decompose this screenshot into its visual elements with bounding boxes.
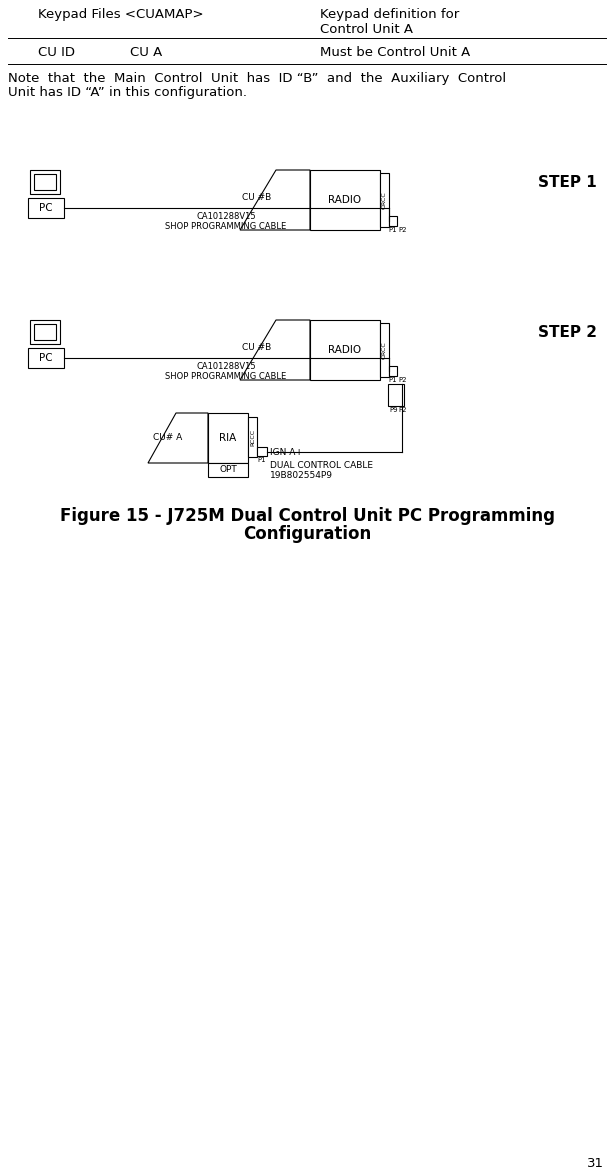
Text: CA101288V15
SHOP PROGRAMMING CABLE: CA101288V15 SHOP PROGRAMMING CABLE xyxy=(165,362,287,382)
Bar xyxy=(208,412,248,463)
Bar xyxy=(380,173,389,227)
Bar xyxy=(30,320,60,344)
Text: PC: PC xyxy=(39,203,53,213)
Text: CU #B: CU #B xyxy=(243,193,271,201)
Bar xyxy=(28,199,64,219)
Bar xyxy=(30,170,60,194)
Text: PC: PC xyxy=(39,352,53,363)
Text: P9: P9 xyxy=(389,407,398,412)
Bar xyxy=(34,174,56,190)
Text: CU# A: CU# A xyxy=(154,434,182,443)
Bar xyxy=(28,348,64,368)
Text: Must be Control Unit A: Must be Control Unit A xyxy=(320,46,470,59)
Text: P1: P1 xyxy=(389,227,397,233)
Text: RIA: RIA xyxy=(219,434,236,443)
Text: Keypad Files <CUAMAP>: Keypad Files <CUAMAP> xyxy=(38,8,204,21)
Text: DUAL CONTROL CABLE
19B802554P9: DUAL CONTROL CABLE 19B802554P9 xyxy=(270,461,373,481)
Text: Unit has ID “A” in this configuration.: Unit has ID “A” in this configuration. xyxy=(8,86,247,99)
Bar xyxy=(388,384,404,407)
Text: RCCC: RCCC xyxy=(250,429,255,445)
Bar xyxy=(34,324,56,340)
Text: CA101288V15
SHOP PROGRAMMING CABLE: CA101288V15 SHOP PROGRAMMING CABLE xyxy=(165,212,287,231)
Polygon shape xyxy=(240,320,310,380)
Text: CU #B: CU #B xyxy=(243,342,271,351)
Text: CU ID: CU ID xyxy=(38,46,75,59)
Polygon shape xyxy=(148,412,208,463)
Polygon shape xyxy=(240,170,310,230)
Text: IGN A+: IGN A+ xyxy=(270,448,303,457)
Text: CU A: CU A xyxy=(130,46,162,59)
Bar xyxy=(310,320,380,380)
Text: Figure 15 - J725M Dual Control Unit PC Programming: Figure 15 - J725M Dual Control Unit PC P… xyxy=(60,506,554,525)
Text: P2: P2 xyxy=(398,377,406,383)
Bar xyxy=(208,463,248,477)
Text: ORCC: ORCC xyxy=(382,341,387,358)
Bar xyxy=(257,446,267,456)
Text: P1: P1 xyxy=(389,377,397,383)
Bar xyxy=(380,323,389,377)
Text: Keypad definition for
Control Unit A: Keypad definition for Control Unit A xyxy=(320,8,459,36)
Bar xyxy=(310,170,380,230)
Text: P1: P1 xyxy=(258,457,266,463)
Text: STEP 1: STEP 1 xyxy=(538,175,597,190)
Text: OPT: OPT xyxy=(219,465,237,475)
Text: P2: P2 xyxy=(398,227,406,233)
Text: Note  that  the  Main  Control  Unit  has  ID “B”  and  the  Auxiliary  Control: Note that the Main Control Unit has ID “… xyxy=(8,72,506,85)
Text: RADIO: RADIO xyxy=(328,195,362,204)
Text: Configuration: Configuration xyxy=(243,525,371,543)
Bar xyxy=(389,365,397,376)
Text: 31: 31 xyxy=(587,1157,604,1170)
Text: P2: P2 xyxy=(398,407,406,412)
Text: ORCC: ORCC xyxy=(382,192,387,209)
Bar xyxy=(389,216,397,226)
Text: STEP 2: STEP 2 xyxy=(538,325,597,340)
Text: RADIO: RADIO xyxy=(328,345,362,355)
Bar xyxy=(248,417,257,457)
